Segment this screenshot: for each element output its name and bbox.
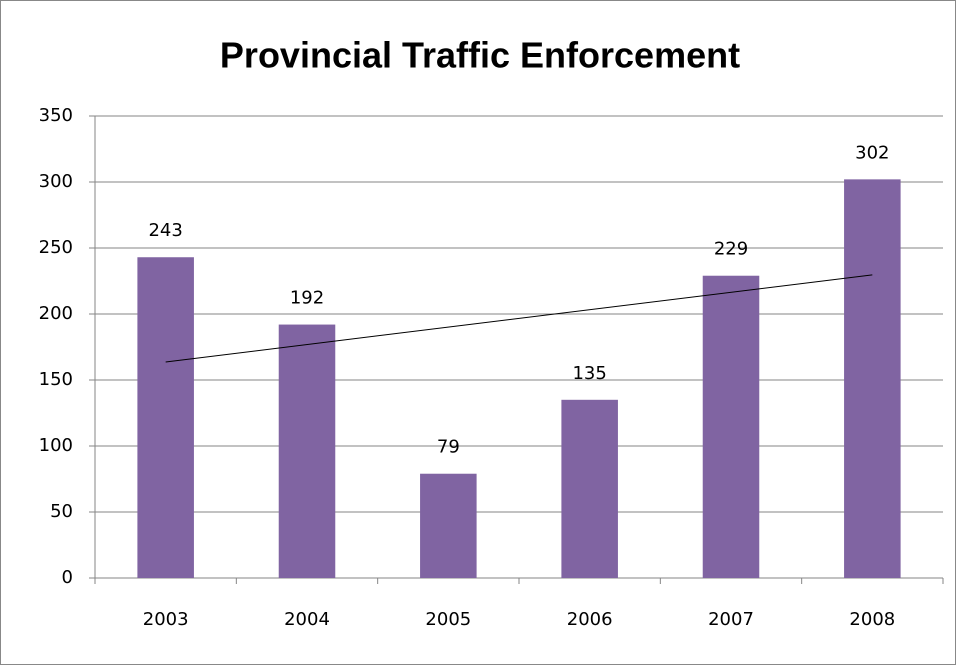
bar: [702, 275, 760, 578]
y-tick-label: 150: [39, 369, 73, 390]
x-tick-label: 2003: [143, 609, 189, 630]
y-tick-label: 50: [50, 501, 73, 522]
bar: [278, 324, 336, 578]
data-label: 192: [290, 288, 324, 309]
y-tick-label: 300: [39, 171, 73, 192]
y-tick-label: 100: [39, 435, 73, 456]
x-tick-label: 2008: [849, 609, 895, 630]
trendline: [165, 274, 873, 363]
y-tick-label: 250: [39, 237, 73, 258]
data-label: 243: [148, 220, 182, 241]
bar: [561, 399, 618, 578]
x-tick-label: 2006: [567, 609, 613, 630]
x-tick-label: 2005: [425, 609, 471, 630]
y-tick-label: 0: [62, 567, 73, 588]
bar: [137, 257, 194, 578]
data-label: 79: [437, 437, 460, 458]
y-tick-label: 200: [39, 303, 73, 324]
y-tick-label: 350: [39, 105, 73, 126]
bar: [844, 179, 901, 579]
x-tick-label: 2007: [708, 609, 754, 630]
bar: [420, 473, 477, 578]
chart-title: Provincial Traffic Enforcement: [220, 35, 740, 76]
x-tick-label: 2004: [284, 609, 330, 630]
data-label: 302: [855, 142, 889, 163]
data-label: 229: [714, 239, 748, 260]
data-label: 135: [572, 363, 606, 384]
